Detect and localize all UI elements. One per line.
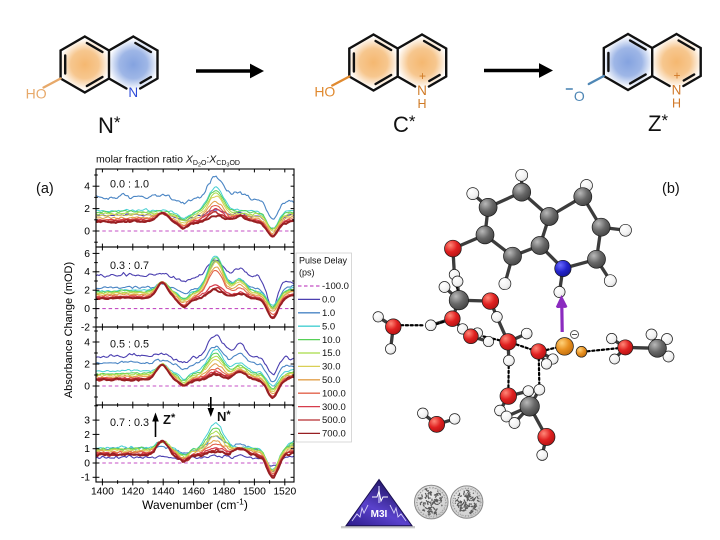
svg-text:0.5 : 0.5: 0.5 : 0.5 — [110, 339, 149, 351]
svg-text:500.0: 500.0 — [322, 415, 346, 426]
svg-text:-100.0: -100.0 — [322, 281, 349, 292]
svg-text:M3I: M3I — [371, 509, 388, 520]
svg-text:0.0 : 1.0: 0.0 : 1.0 — [110, 179, 149, 191]
svg-text:(ps): (ps) — [299, 268, 315, 278]
svg-text:2: 2 — [84, 286, 90, 297]
svg-text:1420: 1420 — [121, 487, 144, 498]
svg-text:4: 4 — [84, 337, 90, 348]
svg-text:0: 0 — [84, 458, 90, 469]
svg-text:C*: C* — [393, 112, 416, 137]
svg-text:HO: HO — [26, 86, 47, 102]
svg-text:Absorbance Change (mOD): Absorbance Change (mOD) — [63, 262, 75, 398]
svg-text:6: 6 — [84, 249, 90, 260]
svg-text:N: N — [417, 83, 427, 98]
svg-text:1500: 1500 — [243, 487, 266, 498]
svg-text:+: + — [419, 69, 426, 83]
svg-text:0.0: 0.0 — [322, 295, 335, 306]
svg-text:Z*: Z* — [163, 412, 176, 427]
svg-text:1400: 1400 — [91, 487, 114, 498]
svg-text:2: 2 — [84, 204, 90, 215]
svg-text:3: 3 — [84, 416, 90, 427]
svg-text:2: 2 — [84, 430, 90, 441]
svg-text:+: + — [673, 69, 680, 83]
svg-text:1480: 1480 — [213, 487, 236, 498]
svg-text:4: 4 — [84, 182, 90, 193]
svg-text:(a): (a) — [36, 181, 54, 197]
svg-text:100.0: 100.0 — [322, 388, 346, 399]
svg-text:1460: 1460 — [182, 487, 205, 498]
svg-text:1520: 1520 — [273, 487, 296, 498]
svg-text:H: H — [672, 97, 681, 111]
svg-text:300.0: 300.0 — [322, 402, 346, 413]
svg-text:0: 0 — [84, 304, 90, 315]
svg-text:Wavenumber (cm-1): Wavenumber (cm-1) — [142, 497, 248, 513]
svg-text:0.7 : 0.3: 0.7 : 0.3 — [110, 417, 149, 429]
svg-text:1.0: 1.0 — [322, 308, 335, 319]
svg-text:Z*: Z* — [648, 111, 668, 136]
svg-text:O: O — [574, 88, 585, 104]
svg-text:N*: N* — [217, 409, 231, 424]
svg-text:15.0: 15.0 — [322, 348, 341, 359]
svg-text:N: N — [672, 83, 682, 98]
svg-text:0.3 : 0.7: 0.3 : 0.7 — [110, 260, 149, 272]
svg-text:N: N — [128, 85, 138, 100]
svg-text:0: 0 — [84, 381, 90, 392]
svg-text:-2: -2 — [81, 322, 90, 333]
svg-text:-1: -1 — [81, 473, 90, 484]
svg-text:HO: HO — [314, 84, 335, 100]
svg-text:1: 1 — [84, 444, 90, 455]
svg-text:5.0: 5.0 — [322, 321, 335, 332]
svg-text:4: 4 — [84, 267, 90, 278]
svg-text:H: H — [417, 97, 426, 111]
svg-text:Pulse Delay: Pulse Delay — [299, 256, 348, 266]
svg-text:700.0: 700.0 — [322, 429, 346, 440]
svg-text:N*: N* — [98, 113, 121, 138]
svg-text:10.0: 10.0 — [322, 335, 341, 346]
svg-text:2: 2 — [84, 359, 90, 370]
svg-text:(b): (b) — [662, 181, 680, 197]
svg-text:1440: 1440 — [152, 487, 175, 498]
svg-text:50.0: 50.0 — [322, 375, 341, 386]
svg-text:0: 0 — [84, 226, 90, 237]
svg-text:30.0: 30.0 — [322, 362, 341, 373]
